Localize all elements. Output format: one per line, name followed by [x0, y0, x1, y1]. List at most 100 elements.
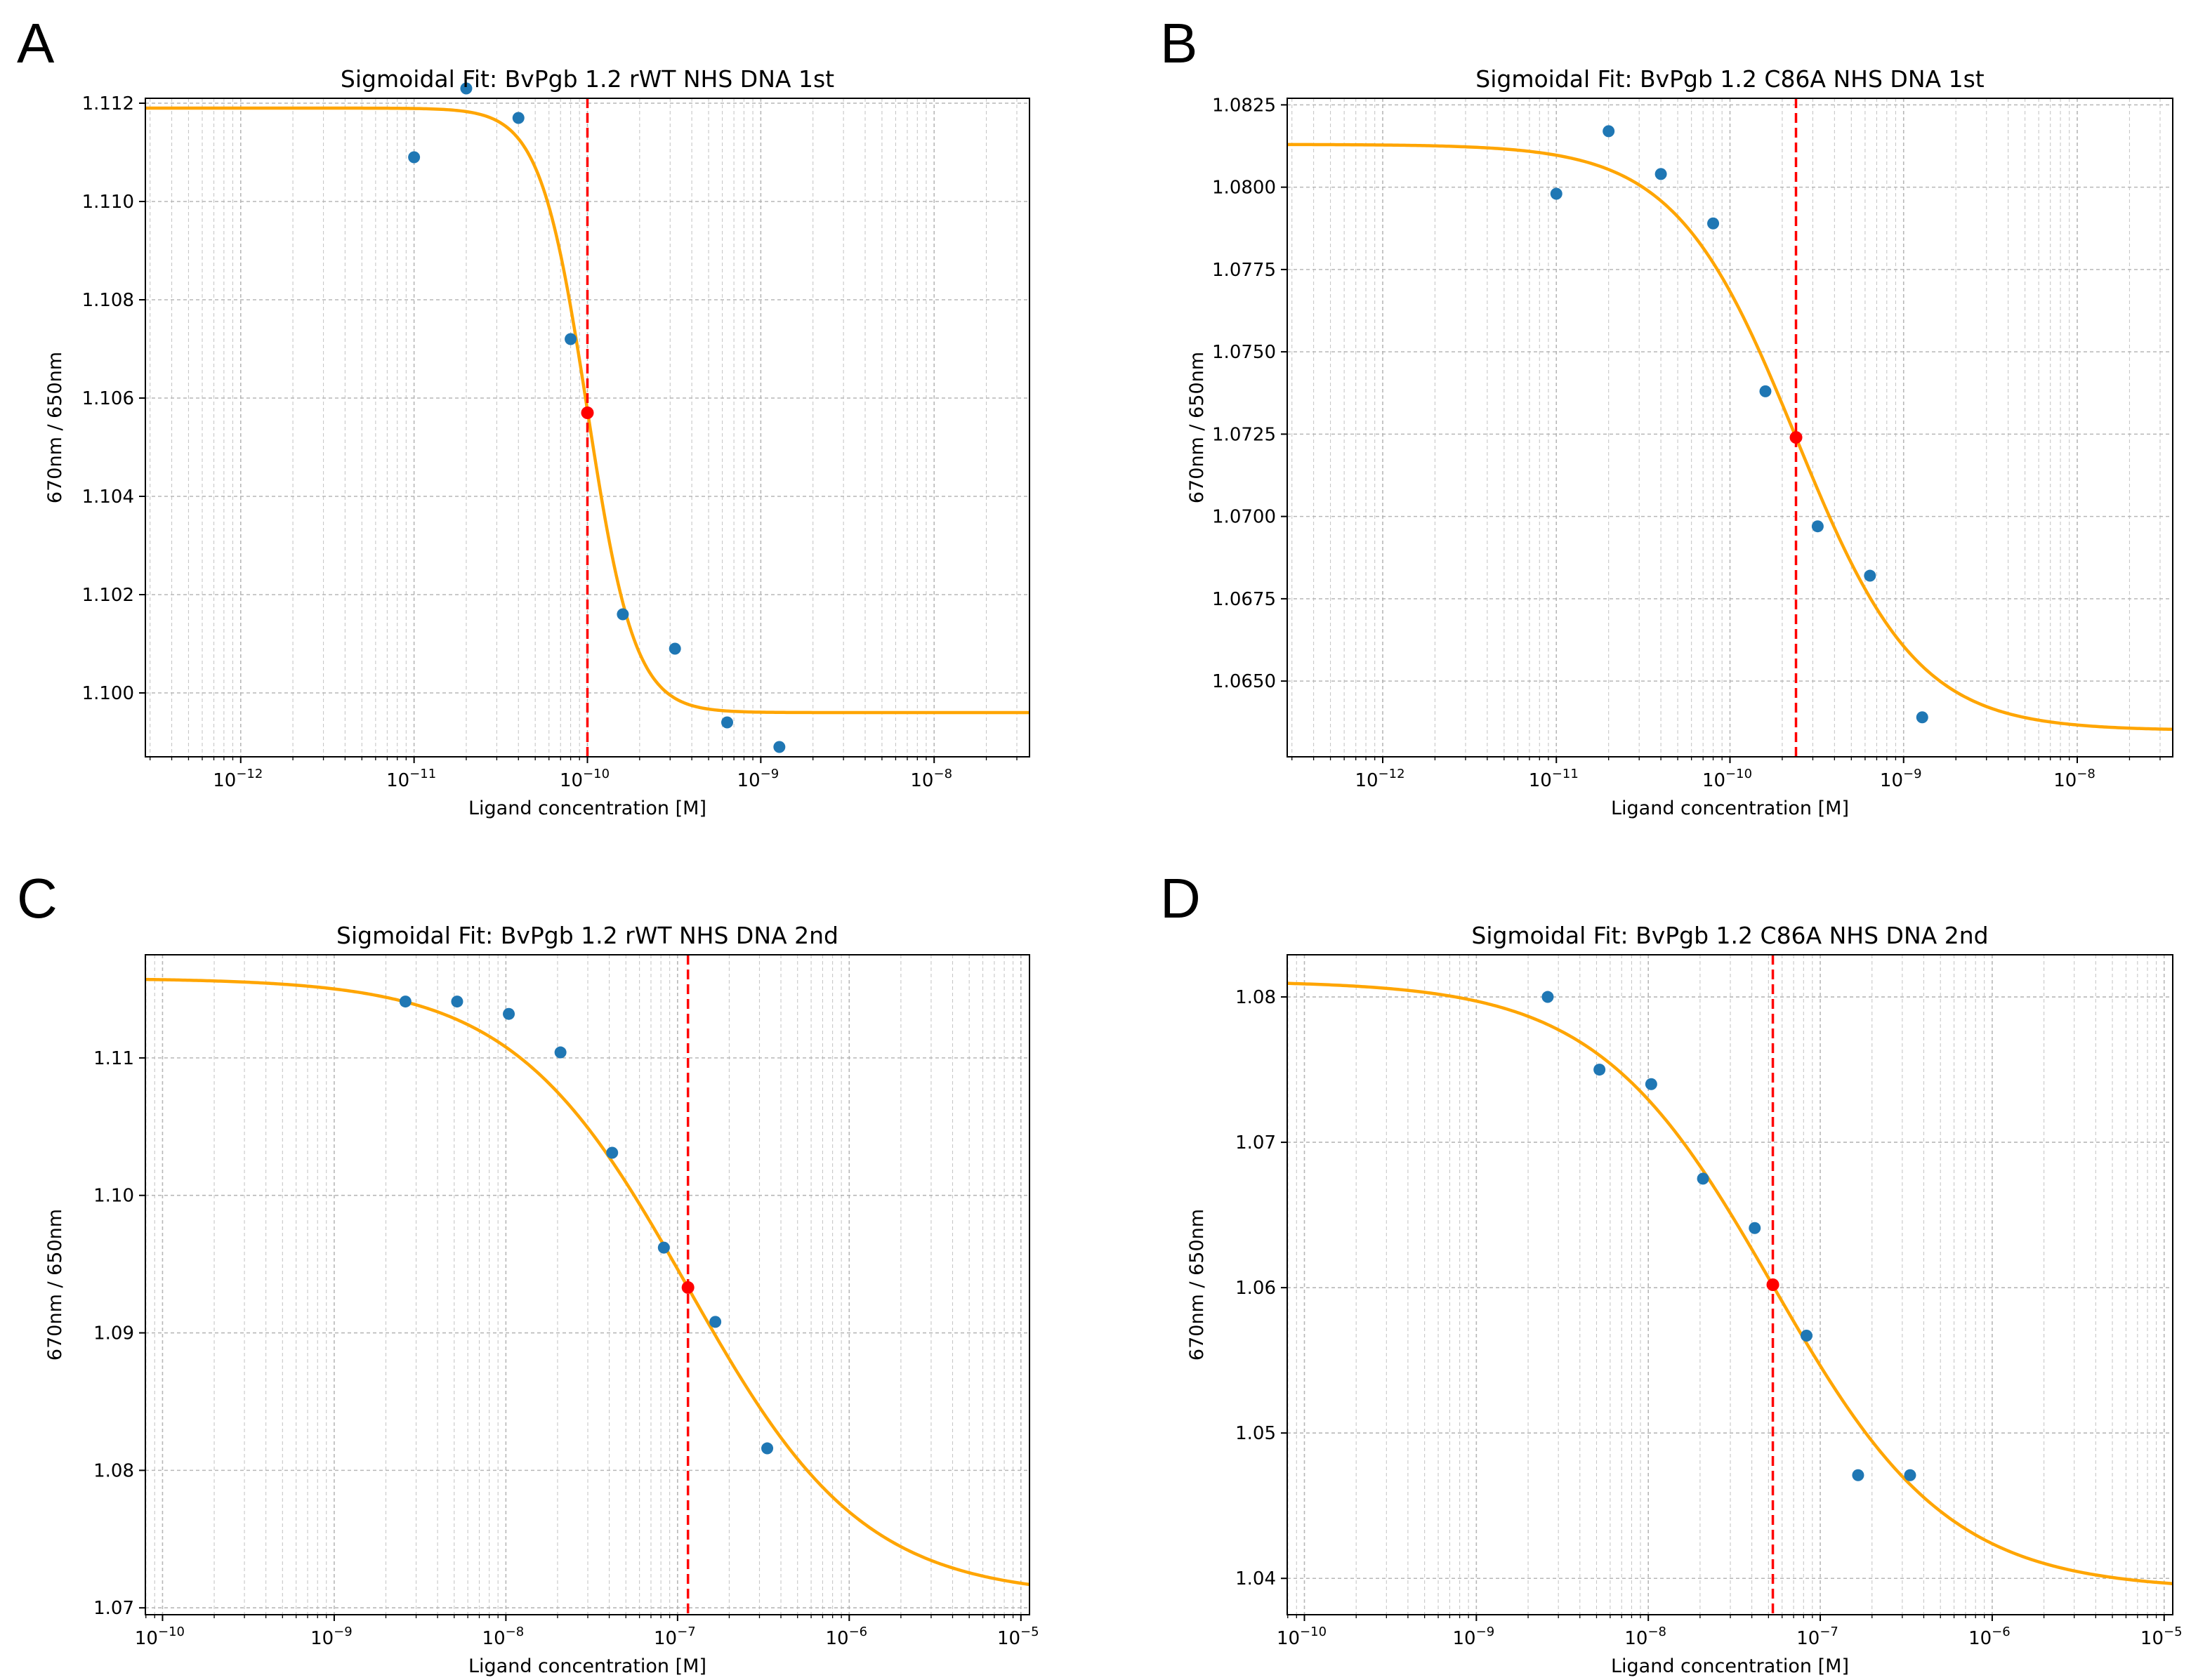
data-point [460, 82, 473, 95]
x-tick-label: 10−10 [135, 1625, 185, 1649]
x-tick-label: 10−8 [1624, 1625, 1666, 1649]
y-tick-label: 1.04 [1235, 1568, 1276, 1589]
ec50-point [581, 406, 594, 419]
data-point [1749, 1222, 1761, 1234]
x-tick-label: 10−12 [1355, 767, 1404, 791]
x-tick-exponent: −5 [2164, 1625, 2183, 1639]
data-point [1645, 1078, 1657, 1090]
data-point [606, 1146, 619, 1159]
x-tick-label: 10−9 [1453, 1625, 1495, 1649]
x-tick-label: 10−7 [1796, 1625, 1838, 1649]
x-tick-exponent: −7 [1820, 1625, 1838, 1639]
data-point [1916, 711, 1928, 724]
y-axis-label: 670nm / 650nm [44, 352, 66, 503]
y-tick-label: 1.102 [82, 585, 134, 606]
data-point [1707, 217, 1720, 230]
data-point [451, 996, 463, 1008]
x-tick-label: 10−7 [654, 1625, 696, 1649]
y-tick-label: 1.0800 [1212, 178, 1276, 199]
sigmoid-fit-curve [1287, 981, 2173, 1585]
x-tick-label: 10−9 [737, 767, 779, 791]
data-point [1550, 187, 1562, 200]
ec50-point [681, 1281, 695, 1294]
x-axis-label: Ligand concentration [M] [468, 1655, 706, 1677]
data-point [761, 1442, 774, 1455]
x-tick-exponent: −10 [158, 1625, 185, 1639]
grid [1287, 955, 2173, 1615]
x-tick-label: 10−8 [482, 1625, 525, 1649]
data-point [1759, 385, 1772, 397]
x-tick-exponent: −10 [1300, 1625, 1327, 1639]
y-axis-label: 670nm / 650nm [1186, 1209, 1208, 1361]
x-tick-label: 10−8 [910, 767, 952, 791]
y-tick-label: 1.10 [93, 1186, 134, 1207]
data-point [554, 1046, 567, 1059]
y-tick-label: 1.0825 [1212, 95, 1276, 116]
x-tick-exponent: −12 [1379, 767, 1405, 781]
y-tick-label: 1.07 [1235, 1132, 1276, 1153]
panel-letter-b: B [1160, 12, 1198, 74]
x-tick-exponent: −8 [1647, 1625, 1666, 1639]
x-tick-label: 10−6 [825, 1625, 867, 1649]
data-point [657, 1241, 670, 1254]
data-point [773, 741, 786, 753]
data-point [565, 333, 577, 345]
data-point [512, 112, 525, 124]
grid [145, 955, 1029, 1615]
sigmoid-fit-curve [1287, 143, 2173, 732]
x-tick-exponent: −6 [1992, 1625, 2011, 1639]
panel-letter-a: A [17, 12, 55, 74]
x-axis-label: Ligand concentration [M] [1611, 1655, 1849, 1677]
data-point [1654, 168, 1667, 180]
data-point [709, 1316, 722, 1328]
data-point [503, 1007, 515, 1020]
data-point [1904, 1469, 1916, 1481]
data-point [617, 608, 629, 621]
x-tick-exponent: −9 [761, 767, 779, 781]
chart-title: Sigmoidal Fit: BvPgb 1.2 C86A NHS DNA 1s… [1475, 65, 1984, 93]
y-tick-label: 1.09 [93, 1323, 134, 1344]
x-tick-exponent: −9 [334, 1625, 353, 1639]
x-tick-label: 10−12 [213, 767, 263, 791]
x-tick-exponent: −9 [1476, 1625, 1495, 1639]
y-tick-label: 1.05 [1235, 1423, 1276, 1444]
data-point [1864, 569, 1876, 582]
y-tick-label: 1.0675 [1212, 589, 1276, 610]
y-axis-label: 670nm / 650nm [1186, 352, 1208, 503]
y-tick-label: 1.108 [82, 290, 134, 311]
data-point [669, 642, 681, 655]
x-tick-exponent: −9 [1903, 767, 1922, 781]
x-tick-label: 10−10 [1277, 1625, 1327, 1649]
chart-panel-a: 10−12 10−11 10−10 10−9 10−8 1.100 1.102 1.104 1.… [44, 65, 1030, 819]
y-tick-label: 1.112 [82, 93, 134, 114]
y-tick-label: 1.0750 [1212, 342, 1276, 363]
x-tick-exponent: −8 [933, 767, 952, 781]
chart-panel-b: 10−12 10−11 10−10 10−9 10−8 1.0650 1.0675 1.070… [1186, 65, 2173, 819]
y-tick-label: 1.07 [93, 1598, 134, 1619]
panel-letter-c: C [17, 867, 58, 930]
x-tick-label: 10−5 [2140, 1625, 2183, 1649]
data-point [721, 716, 734, 729]
y-tick-label: 1.0775 [1212, 260, 1276, 281]
x-tick-exponent: −10 [1725, 767, 1752, 781]
x-tick-exponent: −12 [236, 767, 263, 781]
data-point [408, 151, 421, 164]
x-tick-label: 10−11 [1529, 767, 1579, 791]
x-tick-label: 10−8 [2053, 767, 2095, 791]
y-tick-label: 1.08 [93, 1460, 134, 1481]
x-tick-label: 10−6 [1968, 1625, 2011, 1649]
x-tick-label: 10−5 [997, 1625, 1039, 1649]
data-point [1800, 1329, 1812, 1342]
y-tick-label: 1.106 [82, 388, 134, 409]
data-point [399, 996, 412, 1008]
x-tick-exponent: −8 [506, 1625, 525, 1639]
x-axis-label: Ligand concentration [M] [468, 798, 706, 819]
data-point [1852, 1469, 1864, 1481]
chart-title: Sigmoidal Fit: BvPgb 1.2 C86A NHS DNA 2n… [1471, 922, 1988, 949]
y-tick-label: 1.100 [82, 683, 134, 704]
chart-panel-d: 10−10 10−9 10−8 10−7 10−6 10−5 1.04 1.05 1.06 1.0… [1186, 922, 2183, 1677]
y-tick-label: 1.06 [1235, 1278, 1276, 1299]
data-point [1697, 1172, 1709, 1185]
